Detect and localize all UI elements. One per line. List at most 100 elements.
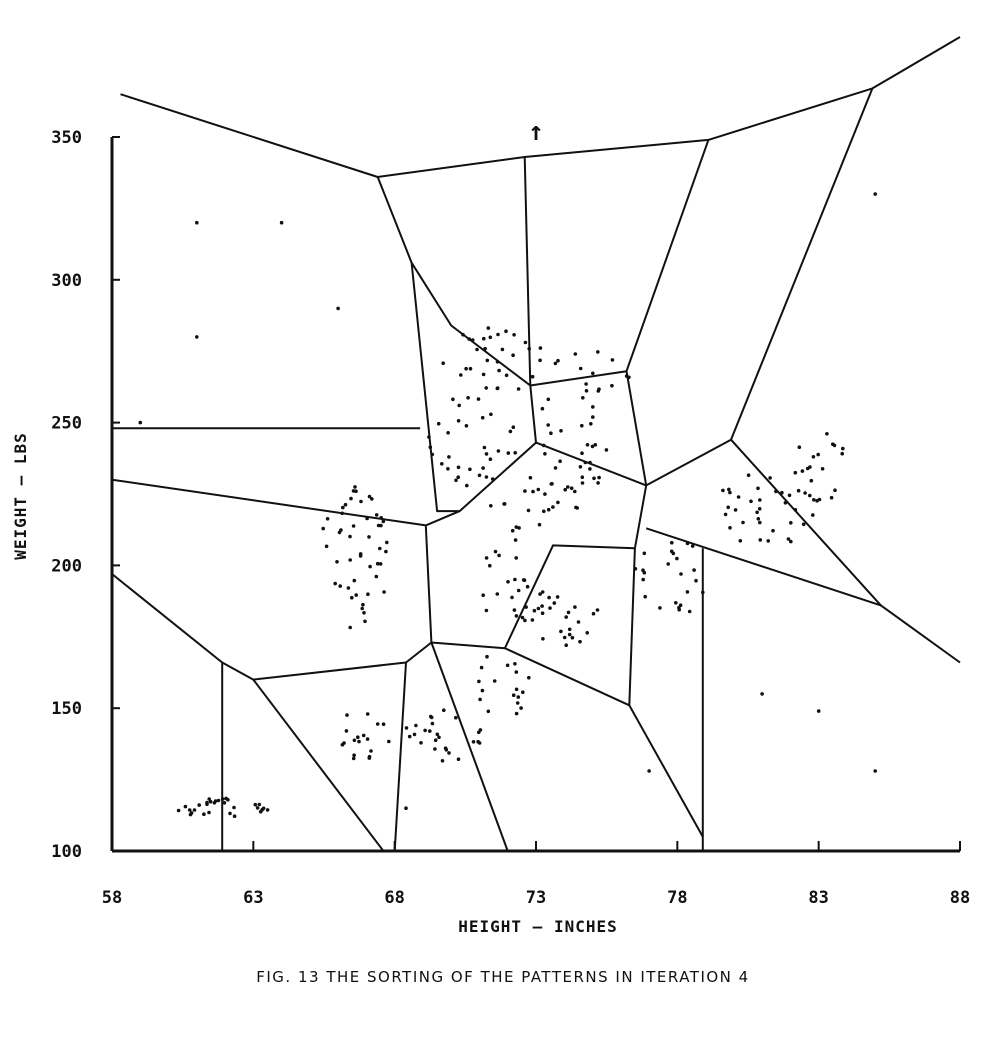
data-point (220, 797, 225, 801)
data-point (446, 467, 450, 471)
data-point (595, 608, 600, 612)
data-point (366, 592, 370, 596)
data-point (361, 733, 366, 738)
data-point (774, 489, 778, 494)
upward-arrow-annotation: ↑ (528, 117, 544, 147)
data-point (338, 584, 343, 588)
data-point (446, 431, 450, 435)
data-point (749, 499, 753, 504)
data-point (213, 799, 218, 803)
data-point (512, 333, 516, 337)
data-point (480, 688, 485, 693)
data-point (471, 740, 476, 744)
data-point (531, 489, 535, 494)
data-point (481, 593, 486, 597)
data-point (758, 538, 763, 542)
data-point (789, 521, 793, 525)
data-point (454, 478, 458, 483)
tick-labels: 58 63 68 73 78 83 88 100 150 200 250 300 350 (51, 128, 970, 908)
data-point (511, 353, 515, 358)
data-point (352, 578, 357, 583)
data-point (692, 568, 696, 572)
data-point (674, 601, 678, 605)
data-point (444, 748, 449, 752)
data-point (478, 728, 483, 732)
data-point (232, 814, 237, 818)
data-point (456, 465, 461, 470)
data-point (447, 751, 451, 755)
data-point (468, 467, 472, 472)
data-point (374, 513, 379, 517)
data-point (430, 721, 435, 726)
x-tick-label: 73 (526, 888, 546, 908)
data-point (532, 608, 537, 613)
data-point (340, 511, 345, 516)
data-point (195, 335, 199, 339)
data-point (808, 465, 812, 469)
data-point (546, 507, 551, 512)
data-point (481, 466, 485, 470)
data-point (677, 605, 681, 610)
data-point (346, 586, 351, 590)
data-point (427, 435, 431, 439)
data-point (496, 332, 500, 337)
data-point (379, 516, 384, 520)
y-tick-label: 250 (51, 414, 82, 434)
data-point (454, 715, 458, 720)
data-point (478, 697, 482, 702)
data-point (516, 695, 521, 699)
data-point (736, 495, 741, 499)
data-point (576, 620, 581, 624)
data-point (701, 590, 705, 595)
data-point (511, 693, 516, 697)
data-point (265, 808, 270, 812)
region-boundary (730, 439, 882, 607)
region-boundaries (111, 36, 961, 852)
data-point (257, 802, 262, 807)
data-point (758, 498, 762, 502)
data-point (514, 687, 519, 692)
data-point (384, 549, 388, 554)
data-point (511, 425, 516, 430)
data-point (687, 609, 692, 614)
data-point (679, 572, 683, 576)
data-point (580, 423, 584, 428)
data-point (547, 595, 551, 600)
data-point (694, 578, 698, 583)
data-point (208, 799, 213, 804)
data-point (336, 306, 340, 311)
data-point (350, 595, 354, 600)
data-point (760, 692, 764, 696)
data-point (591, 405, 595, 409)
data-point (553, 466, 558, 470)
data-point (559, 429, 563, 433)
data-point (367, 535, 371, 539)
data-point (536, 606, 541, 611)
data-point (467, 337, 472, 341)
data-point (658, 606, 662, 610)
data-point (361, 602, 365, 607)
data-point (470, 338, 475, 342)
data-point (466, 396, 470, 400)
data-point (349, 496, 353, 501)
data-point (786, 537, 791, 541)
data-point (552, 601, 557, 605)
data-point (642, 551, 647, 556)
data-point (516, 588, 521, 593)
data-point (513, 577, 517, 582)
data-point (811, 455, 816, 459)
region-boundary (645, 527, 961, 664)
data-point (465, 483, 469, 488)
data-point (514, 556, 518, 560)
data-point (224, 796, 228, 801)
x-tick-label: 78 (667, 888, 687, 908)
data-point (580, 481, 585, 485)
data-point (502, 502, 506, 506)
data-point (360, 606, 365, 611)
data-point (588, 460, 592, 465)
data-point (570, 635, 575, 640)
data-point (495, 386, 500, 390)
data-point (370, 497, 374, 501)
data-point (484, 475, 489, 479)
data-point (591, 611, 596, 616)
